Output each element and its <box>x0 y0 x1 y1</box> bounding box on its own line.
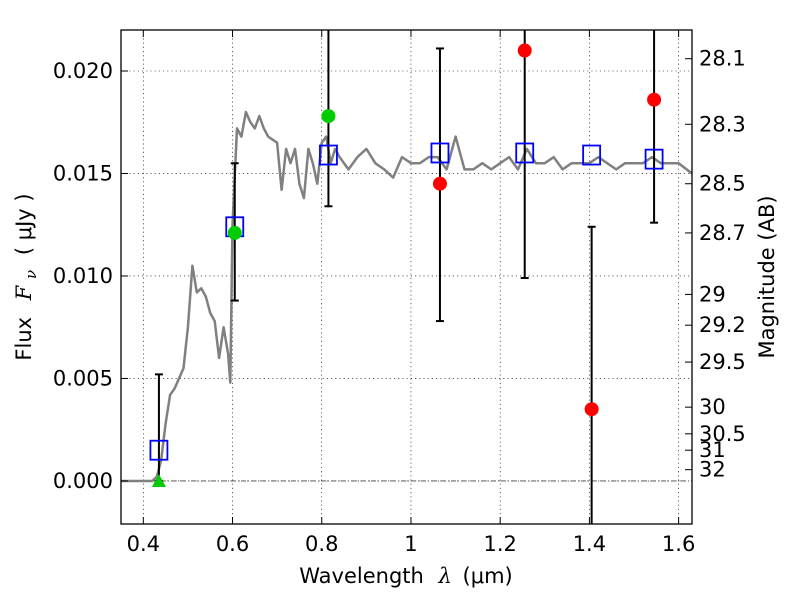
y2-tick-label: 28.5 <box>699 172 746 196</box>
x-axis-label-symbol: λ <box>438 564 452 588</box>
y-tick-label: 0.015 <box>53 161 113 185</box>
x-tick-label: 0.4 <box>127 532 160 556</box>
y2-tick-label: 28.3 <box>699 112 746 136</box>
plot-frame <box>120 29 693 525</box>
model-photometry-square <box>319 144 338 166</box>
detection-point <box>647 92 662 107</box>
x-tick-label: 1 <box>404 532 417 556</box>
y2-tick-label: 32 <box>699 458 726 482</box>
y2-tick-label: 28.7 <box>699 221 746 245</box>
model-photometry-square <box>430 142 450 164</box>
x-axis-label-units: (μm) <box>463 564 513 588</box>
y-tick-label: 0.020 <box>53 59 113 83</box>
x-axis-label-prefix: Wavelength <box>299 564 424 588</box>
x-tick-label: 1.2 <box>483 532 516 556</box>
model-photometry-square <box>644 148 664 170</box>
plot-area <box>121 30 692 524</box>
model-photometry-square <box>582 144 602 166</box>
detection-point <box>584 402 599 417</box>
detection-point <box>321 109 336 124</box>
x-tick-label: 1.4 <box>573 532 606 556</box>
y-axis-label-prefix: Flux <box>12 317 36 361</box>
y2-tick-label: 29.5 <box>699 350 746 374</box>
upper-limit-triangle <box>151 473 166 487</box>
model-photometry-square <box>515 142 535 164</box>
y-axis-label: Flux F ν ( μJy ) <box>12 193 41 360</box>
model-photometry-square <box>149 439 169 461</box>
y2-tick-label: 29.2 <box>699 313 746 337</box>
y-tick-label: 0.005 <box>53 366 113 390</box>
y2-tick-label: 30.5 <box>699 422 746 446</box>
y2-tick-label: 28.1 <box>699 47 746 71</box>
y-axis-label-units: ( μJy ) <box>12 193 36 255</box>
y2-tick-label: 31 <box>699 438 726 462</box>
y-tick-label: 0.000 <box>53 469 113 493</box>
detection-point <box>432 176 447 191</box>
y-axis-label-subscript: ν <box>22 270 40 279</box>
grid-lines <box>121 30 692 524</box>
y-tick-label: 0.010 <box>53 264 113 288</box>
x-axis-label: Wavelength λ (μm) <box>299 564 512 588</box>
y2-tick-label: 29 <box>699 282 726 306</box>
detection-point <box>227 225 242 240</box>
x-tick-label: 1.6 <box>662 532 695 556</box>
y-axis-label-symbol: F <box>12 284 36 301</box>
y2-axis-label: Magnitude (AB) <box>755 195 779 358</box>
axis-ticks: 0.4 0.6 0.8 1 1.2 1.4 1.6 0.000 0.005 0.010 0.015 0… <box>53 30 746 556</box>
data-markers <box>149 43 664 487</box>
x-tick-label: 0.8 <box>305 532 338 556</box>
detection-point <box>517 43 532 58</box>
y2-tick-label: 30 <box>699 395 726 419</box>
x-tick-label: 0.6 <box>216 532 249 556</box>
